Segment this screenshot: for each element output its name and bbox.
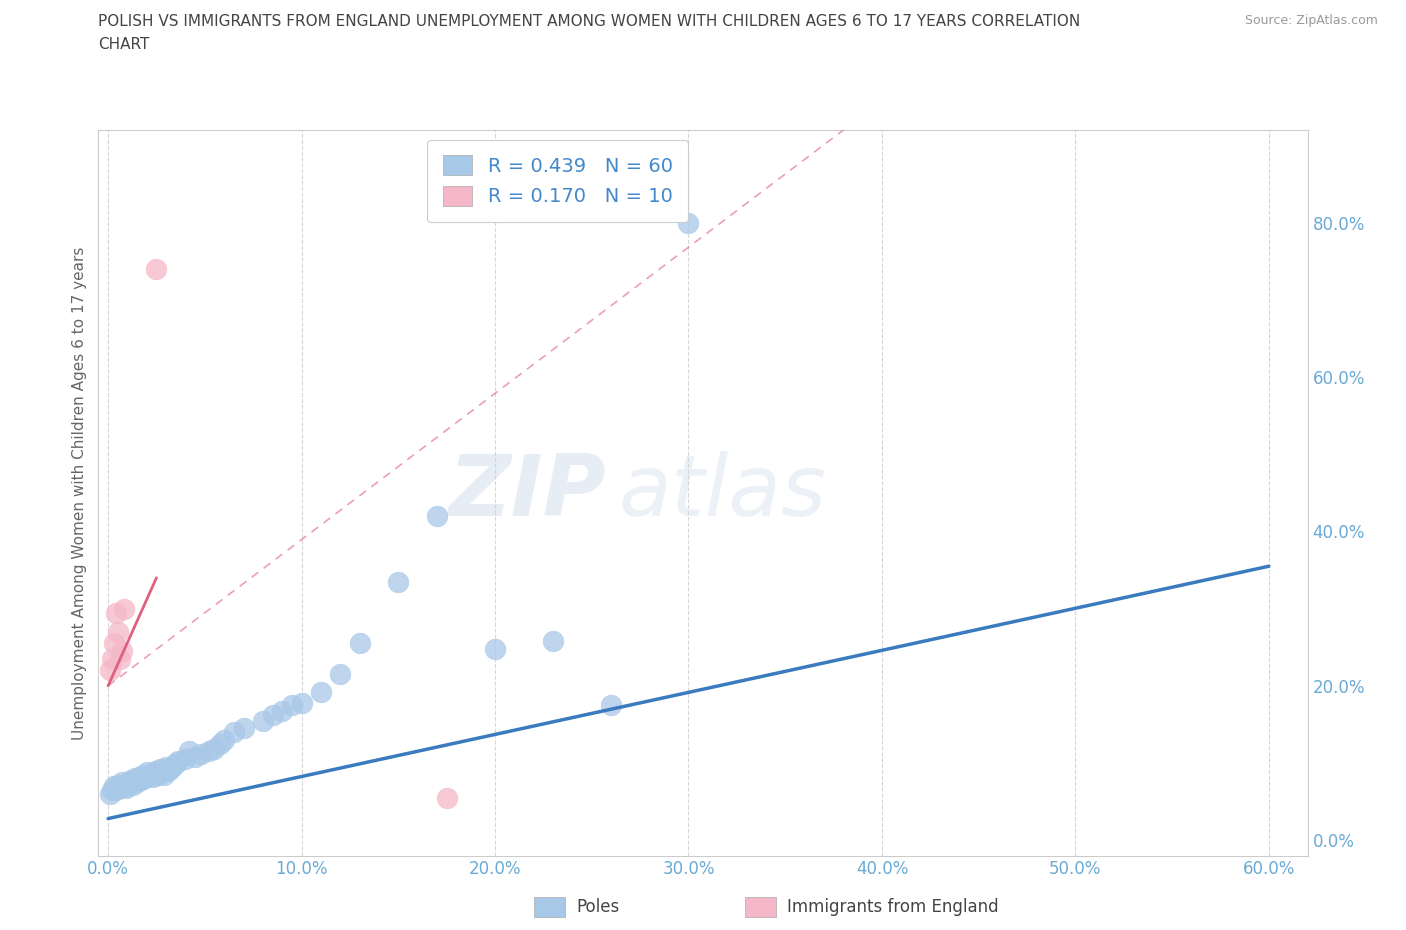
Point bbox=[157, 764, 180, 778]
Point bbox=[163, 757, 186, 772]
Text: Poles: Poles bbox=[576, 897, 620, 916]
Point bbox=[117, 777, 139, 792]
Point bbox=[174, 751, 197, 766]
Text: Source: ZipAtlas.com: Source: ZipAtlas.com bbox=[1244, 14, 1378, 27]
Point bbox=[387, 574, 409, 589]
Point bbox=[166, 754, 188, 769]
Point bbox=[104, 605, 127, 620]
Point bbox=[101, 651, 124, 666]
Text: atlas: atlas bbox=[619, 451, 827, 535]
Point bbox=[484, 642, 506, 657]
Point bbox=[145, 764, 167, 778]
Point bbox=[127, 775, 149, 790]
Point bbox=[209, 737, 232, 751]
Text: CHART: CHART bbox=[98, 37, 150, 52]
Point bbox=[134, 771, 156, 786]
Point bbox=[165, 755, 187, 770]
Point bbox=[112, 778, 135, 793]
Point bbox=[212, 733, 235, 748]
Point bbox=[128, 769, 150, 784]
Point bbox=[103, 636, 125, 651]
Point bbox=[232, 721, 254, 736]
Text: POLISH VS IMMIGRANTS FROM ENGLAND UNEMPLOYMENT AMONG WOMEN WITH CHILDREN AGES 6 : POLISH VS IMMIGRANTS FROM ENGLAND UNEMPL… bbox=[98, 14, 1081, 29]
Point bbox=[436, 790, 458, 805]
Point bbox=[111, 644, 134, 658]
Point bbox=[150, 764, 173, 779]
Point bbox=[107, 624, 129, 639]
Point bbox=[184, 750, 207, 764]
Point bbox=[132, 767, 155, 782]
Point bbox=[108, 780, 131, 795]
Legend: R = 0.439   N = 60, R = 0.170   N = 10: R = 0.439 N = 60, R = 0.170 N = 10 bbox=[427, 140, 689, 222]
Point bbox=[149, 762, 172, 777]
Point bbox=[329, 667, 352, 682]
Point bbox=[103, 778, 125, 793]
Point bbox=[155, 760, 177, 775]
Point bbox=[190, 746, 212, 761]
Point bbox=[114, 780, 136, 795]
Point bbox=[108, 651, 131, 666]
Point bbox=[426, 509, 449, 524]
Point bbox=[290, 696, 312, 711]
Point bbox=[122, 777, 145, 792]
Point bbox=[98, 787, 121, 802]
Point bbox=[148, 767, 170, 782]
Point bbox=[143, 764, 166, 779]
Point bbox=[153, 767, 176, 782]
Point bbox=[138, 769, 160, 784]
Text: ZIP: ZIP bbox=[449, 451, 606, 535]
Point bbox=[104, 782, 127, 797]
Text: Immigrants from England: Immigrants from England bbox=[787, 897, 1000, 916]
Point bbox=[179, 744, 201, 759]
Point bbox=[222, 724, 245, 739]
Point bbox=[271, 703, 294, 718]
Point bbox=[204, 741, 226, 756]
Point bbox=[139, 767, 162, 782]
Point bbox=[98, 663, 121, 678]
Point bbox=[118, 775, 141, 790]
Point bbox=[541, 633, 564, 648]
Point bbox=[145, 261, 167, 276]
Point bbox=[120, 773, 142, 788]
Point bbox=[101, 782, 124, 797]
Y-axis label: Unemployment Among Women with Children Ages 6 to 17 years: Unemployment Among Women with Children A… bbox=[72, 246, 87, 739]
Point bbox=[107, 777, 129, 792]
Point bbox=[159, 762, 181, 777]
Point bbox=[678, 216, 700, 231]
Point bbox=[262, 708, 284, 723]
Point bbox=[112, 601, 135, 616]
Point bbox=[252, 713, 274, 728]
Point bbox=[135, 764, 157, 779]
Point bbox=[349, 636, 371, 651]
Point bbox=[142, 769, 165, 784]
Point bbox=[197, 744, 219, 759]
Point bbox=[111, 775, 134, 790]
Point bbox=[129, 773, 152, 788]
Point bbox=[160, 760, 183, 775]
Point bbox=[124, 771, 146, 786]
Point bbox=[600, 698, 623, 712]
Point bbox=[309, 684, 332, 699]
Point bbox=[281, 698, 304, 712]
